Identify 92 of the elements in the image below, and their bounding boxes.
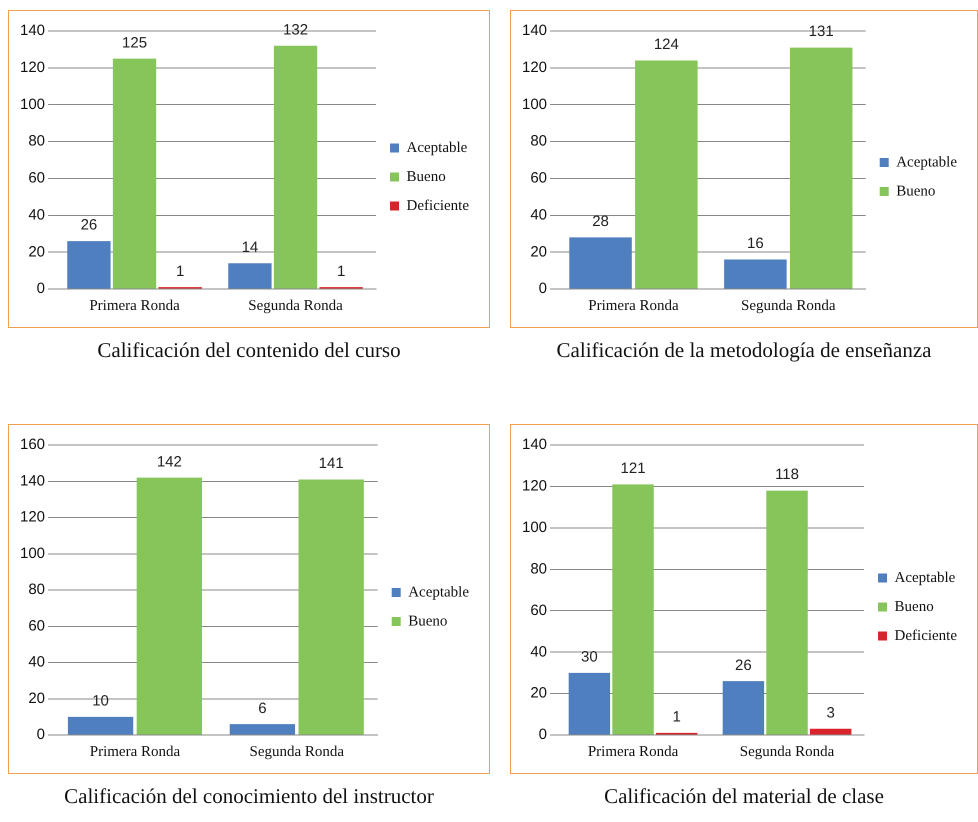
legend-label: Bueno (894, 598, 934, 615)
data-label: 30 (581, 648, 598, 666)
data-label: 125 (122, 34, 148, 52)
y-tick-label: 120 (20, 508, 46, 526)
y-tick-label: 100 (20, 544, 46, 562)
y-tick-label: 0 (538, 726, 548, 744)
bar (136, 478, 202, 734)
bar (766, 490, 808, 734)
data-label: 3 (826, 704, 835, 722)
y-tick-label: 120 (522, 478, 548, 495)
data-label: 118 (775, 466, 799, 484)
text: Calificación del contenido del curso (96, 338, 402, 363)
y-tick-label: 140 (522, 436, 548, 454)
data-label: 124 (654, 36, 679, 54)
text: Calificación del material de clase (603, 784, 885, 809)
legend-label: Aceptable (406, 140, 468, 156)
x-tick-label: Primera Ronda (588, 744, 679, 760)
data-label: 1 (336, 262, 346, 280)
y-tick-label: 140 (20, 472, 46, 490)
data-label: 28 (592, 213, 609, 230)
legend-label: Aceptable (894, 570, 956, 586)
y-tick-label: 20 (28, 690, 46, 707)
x-tick-label: Segunda Ronda (249, 744, 344, 760)
y-tick-label: 0 (36, 280, 46, 298)
bar (274, 46, 318, 288)
y-tick-label: 40 (28, 206, 46, 224)
bar (230, 724, 296, 734)
data-label: 121 (620, 460, 646, 477)
x-tick-label: Primera Ronda (89, 298, 180, 314)
x-tick-label: Segunda Ronda (248, 298, 344, 314)
y-tick-label: 0 (36, 726, 46, 744)
bar (635, 60, 698, 288)
bar (67, 241, 111, 288)
bar (228, 263, 272, 288)
y-tick-label: 60 (530, 170, 548, 187)
y-tick-label: 80 (28, 581, 46, 598)
y-tick-label: 80 (530, 132, 548, 150)
y-tick-label: 20 (530, 243, 548, 260)
bar (722, 681, 764, 734)
bar (790, 48, 852, 288)
data-label: 26 (80, 216, 98, 234)
legend-label: Aceptable (896, 154, 958, 170)
y-tick-label: 140 (522, 22, 548, 40)
data-label: 14 (242, 238, 258, 256)
data-label: 26 (735, 656, 752, 674)
legend-label: Deficiente (894, 628, 958, 644)
text: Calificación del conocimiento del instructor (63, 784, 435, 809)
y-tick-label: 100 (20, 96, 46, 113)
data-label: 131 (808, 23, 834, 40)
y-tick-label: 160 (20, 436, 46, 454)
data-label: 142 (156, 453, 182, 470)
legend-label: Aceptable (408, 584, 470, 600)
legend-label: Deficiente (406, 198, 470, 214)
bar (612, 484, 654, 734)
text: Calificación de la metodología de enseñanza (556, 338, 932, 363)
y-tick-label: 0 (538, 280, 548, 298)
y-tick-label: 20 (530, 684, 548, 702)
x-tick-label: Segunda Ronda (740, 744, 835, 760)
y-tick-label: 120 (522, 59, 548, 76)
data-label: 132 (283, 21, 308, 38)
y-tick-label: 80 (28, 132, 46, 150)
bar (724, 260, 787, 288)
x-tick-label: Primera Ronda (90, 744, 180, 760)
x-tick-label: Segunda Ronda (740, 298, 836, 314)
bar (569, 237, 632, 288)
legend-label: Bueno (408, 613, 448, 630)
x-tick-label: Primera Ronda (588, 298, 679, 314)
data-label: 6 (258, 700, 267, 717)
y-tick-label: 20 (28, 243, 46, 260)
y-tick-label: 140 (20, 22, 46, 40)
data-label: 1 (672, 708, 681, 726)
data-label: 10 (92, 692, 109, 710)
legend-label: Bueno (896, 183, 936, 200)
y-tick-label: 80 (530, 560, 548, 578)
data-label: 1 (176, 262, 184, 280)
y-tick-label: 60 (530, 602, 548, 619)
data-label: 141 (318, 455, 344, 472)
y-tick-label: 100 (522, 519, 548, 536)
bar (298, 479, 364, 734)
bar (68, 716, 134, 734)
y-tick-label: 120 (20, 59, 46, 76)
y-tick-label: 60 (28, 170, 46, 187)
bar (568, 672, 610, 734)
y-tick-label: 40 (530, 643, 548, 660)
y-tick-label: 100 (522, 96, 548, 113)
data-label: 16 (747, 235, 764, 252)
y-tick-label: 40 (530, 206, 548, 224)
legend-label: Bueno (406, 168, 446, 185)
y-tick-label: 40 (28, 654, 46, 671)
bar (112, 58, 156, 288)
bar (810, 728, 852, 734)
y-tick-label: 60 (28, 617, 46, 634)
